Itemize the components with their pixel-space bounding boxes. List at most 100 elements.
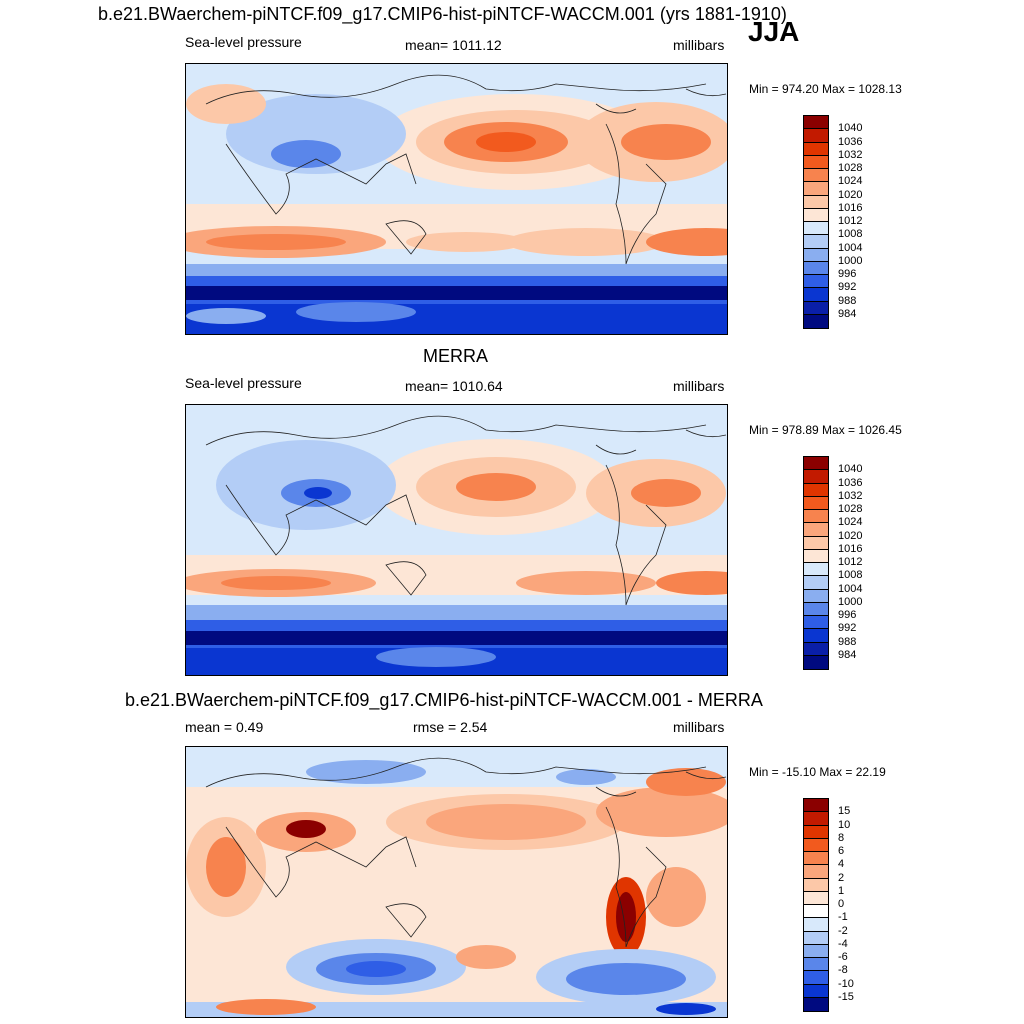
colorbar-segment [804, 301, 828, 315]
colorbar-segment [804, 314, 828, 328]
colorbar-segment [804, 536, 828, 550]
colorbar-tick-label: 1024 [838, 175, 863, 188]
colorbar-tick-label: 1040 [838, 122, 863, 135]
colorbar-tick-label: 1008 [838, 569, 863, 582]
slp-map-merra [185, 404, 728, 676]
panel-title: MERRA [423, 346, 489, 366]
colorbar-model [803, 115, 829, 329]
panel-variable-label: Sea-level pressure [185, 375, 302, 391]
colorbar-segment [804, 261, 828, 275]
colorbar-tick-label: 2 [838, 871, 845, 884]
colorbar-tick-label: -4 [838, 937, 848, 950]
colorbar-tick-label: -2 [838, 924, 848, 937]
colorbar-tick-label: 1016 [838, 201, 863, 214]
colorbar-tick-label: 1004 [838, 582, 863, 595]
colorbar-segment [804, 971, 828, 985]
panel-minmax-label: Min = 978.89 Max = 1026.45 [749, 423, 902, 437]
colorbar-segment [804, 616, 828, 630]
colorbar-tick-label: 1028 [838, 162, 863, 174]
panel-variable-label: Sea-level pressure [185, 34, 302, 50]
colorbar-tick-label: -8 [838, 964, 848, 977]
main-title: b.e21.BWaerchem-piNTCF.f09_g17.CMIP6-his… [98, 4, 787, 24]
colorbar-segment [804, 655, 828, 669]
colorbar-segment [804, 195, 828, 209]
colorbar-segment [804, 169, 828, 183]
colorbar-segment [804, 235, 828, 249]
colorbar-tick-label: 0 [838, 898, 845, 910]
colorbar-tick-label: 1000 [838, 254, 863, 267]
colorbar-segment [804, 142, 828, 156]
colorbar-tick-label: 984 [838, 648, 857, 661]
panel-mean-label: mean = 0.49 [185, 719, 264, 735]
colorbar-segment [804, 602, 828, 616]
colorbar-tick-label: 1036 [838, 476, 863, 489]
colorbar-segment [804, 116, 828, 130]
panel-units-label: millibars [673, 378, 725, 394]
colorbar-tick-label: 992 [838, 622, 857, 635]
colorbar-segment [804, 182, 828, 196]
colorbar-tick-label: 1012 [838, 215, 863, 227]
colorbar-segment [804, 629, 828, 643]
colorbar-segment [804, 997, 828, 1011]
panel-units-label: millibars [673, 719, 725, 735]
colorbar-tick-label: -6 [838, 951, 848, 963]
colorbar-tick-label: 988 [838, 294, 857, 307]
colorbar-segment [804, 483, 828, 497]
colorbar-segment [804, 852, 828, 866]
colorbar-segment [804, 944, 828, 958]
colorbar-segment [804, 891, 828, 905]
colorbar-difference [803, 798, 829, 1012]
colorbar-segment [804, 248, 828, 262]
colorbar-segment [804, 523, 828, 537]
colorbar-tick-label: 10 [838, 818, 851, 831]
colorbar-segment [804, 825, 828, 839]
colorbar-tick-label: 996 [838, 268, 857, 280]
colorbar-tick-label: -10 [838, 977, 854, 990]
colorbar-tick-label: -15 [838, 990, 854, 1003]
colorbar-tick-label: 984 [838, 307, 857, 320]
colorbar-segment [804, 918, 828, 932]
colorbar-segment [804, 589, 828, 603]
colorbar-segment [804, 275, 828, 289]
colorbar-segment [804, 208, 828, 222]
colorbar-tick-label: 1020 [838, 188, 863, 201]
colorbar-tick-label: 1036 [838, 135, 863, 148]
colorbar-segment [804, 865, 828, 879]
colorbar-segment [804, 812, 828, 826]
colorbar-tick-label: 1016 [838, 542, 863, 555]
colorbar-tick-label: 996 [838, 609, 857, 621]
colorbar-segment [804, 510, 828, 524]
colorbar-tick-label: 1024 [838, 516, 863, 529]
colorbar-segment [804, 129, 828, 143]
colorbar-segment [804, 576, 828, 590]
panel-rmse-label: rmse = 2.54 [413, 719, 488, 735]
colorbar-segment [804, 563, 828, 577]
slp-map-difference [185, 746, 728, 1018]
colorbar-segment [804, 155, 828, 169]
colorbar-merra [803, 456, 829, 670]
colorbar-tick-label: 1004 [838, 241, 863, 254]
colorbar-tick-label: 6 [838, 845, 845, 857]
colorbar-tick-label: 4 [838, 858, 845, 871]
colorbar-tick-label: 8 [838, 831, 845, 844]
colorbar-tick-label: 1000 [838, 595, 863, 608]
colorbar-segment [804, 470, 828, 484]
colorbar-segment [804, 288, 828, 302]
colorbar-segment [804, 931, 828, 945]
colorbar-segment [804, 984, 828, 998]
colorbar-tick-label: 1040 [838, 463, 863, 476]
colorbar-segment [804, 878, 828, 892]
colorbar-tick-label: 1020 [838, 529, 863, 542]
colorbar-segment [804, 222, 828, 236]
panel-minmax-label: Min = -15.10 Max = 22.19 [749, 765, 886, 779]
panel-mean-label: mean= 1011.12 [405, 37, 502, 53]
colorbar-tick-label: 1032 [838, 489, 863, 502]
colorbar-segment [804, 642, 828, 656]
colorbar-segment [804, 905, 828, 919]
colorbar-tick-label: 1008 [838, 228, 863, 241]
colorbar-segment [804, 549, 828, 563]
colorbar-tick-label: 1 [838, 884, 845, 897]
colorbar-tick-label: 1028 [838, 503, 863, 515]
colorbar-tick-label: 988 [838, 635, 857, 648]
colorbar-segment [804, 958, 828, 972]
